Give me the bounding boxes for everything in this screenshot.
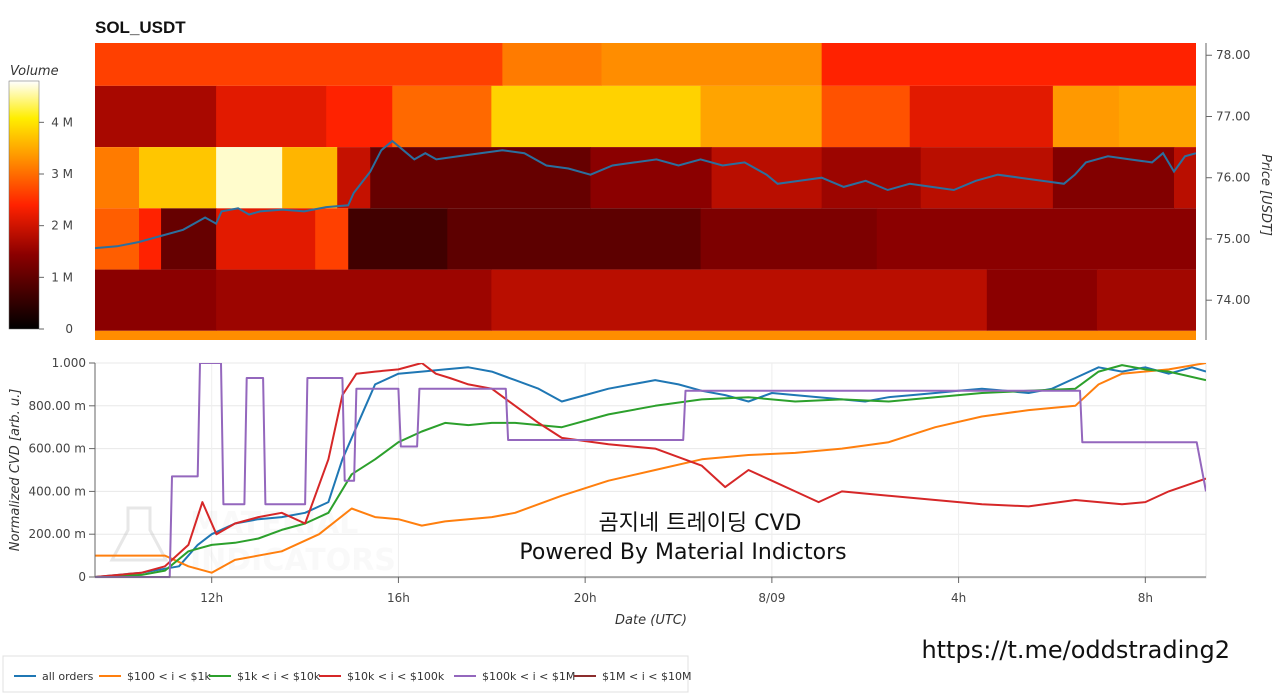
cvd-x-axis: 12h 16h 20h 8/09 4h 8h [95, 576, 1206, 605]
heatmap-cell [139, 147, 217, 209]
heatmap-cell [216, 147, 283, 209]
x-tick-label: 4h [951, 591, 966, 605]
heatmap-cell [95, 85, 217, 148]
heatmap-cell [95, 269, 217, 331]
price-tick-label: 77.00 [1216, 109, 1250, 123]
heatmap-cell [348, 208, 448, 270]
series-line [95, 363, 1206, 574]
y-tick-label: 1.000 [52, 356, 86, 370]
legend-item[interactable]: $10k < i < $100k [347, 670, 445, 683]
colorbar-tick-label: 1 M [51, 270, 73, 284]
price-axis-label: Price [USDT] [1258, 154, 1273, 236]
heatmap-cell [1096, 269, 1196, 331]
heatmap-cell [700, 208, 878, 270]
series-line [95, 363, 1206, 578]
flask-icon [109, 506, 169, 562]
colorbar-tick-label: 4 M [51, 115, 73, 129]
heatmap-cell [370, 147, 591, 209]
watermark-text-1: MATERIAL [190, 506, 358, 541]
legend-item[interactable]: all orders [42, 670, 94, 683]
heatmap-cell [95, 330, 1196, 340]
cvd-x-axis-label: Date (UTC) [615, 613, 687, 628]
y-tick-label: 400.00 m [29, 484, 87, 498]
heatmap-cell [282, 147, 338, 209]
x-tick-label: 8h [1138, 591, 1153, 605]
heatmap-cell [392, 85, 492, 148]
x-tick-label: 20h [574, 591, 597, 605]
colorbar-tick-label: 2 M [51, 219, 73, 233]
heatmap-cell [491, 85, 702, 148]
heatmap-cell [95, 147, 140, 209]
heatmap-cell [1052, 85, 1120, 148]
chart-title: SOL_USDT [95, 18, 186, 37]
legend-box [2, 655, 689, 693]
series-line [95, 363, 1206, 578]
series-line [95, 366, 1206, 578]
overlay-subtitle: Powered By Material Indictors [519, 540, 846, 565]
price-tick-label: 76.00 [1216, 171, 1250, 185]
heatmap-cell [909, 85, 1054, 148]
heatmap-cell [986, 269, 1098, 331]
y-tick-label: 200.00 m [29, 527, 87, 541]
x-tick-label: 16h [387, 591, 410, 605]
legend-item[interactable]: $1k < i < $10k [237, 670, 321, 683]
heatmap-cell [502, 43, 602, 86]
y-tick-label: 800.00 m [29, 399, 87, 413]
heatmap-cell [95, 208, 140, 270]
telegram-link[interactable]: https://t.me/oddstrading2 [921, 636, 1230, 664]
heatmap-cell [95, 43, 503, 86]
heatmap-cell [711, 147, 823, 209]
colorbar-tick-label: 3 M [51, 167, 73, 181]
heatmap-cell [161, 208, 217, 270]
price-axis: 74.00 75.00 76.00 77.00 78.00 [1205, 43, 1250, 340]
cvd-y-axis-label: Normalized CVD [arb. u.] [8, 389, 23, 552]
heatmap-cell [821, 43, 1196, 86]
heatmap-cell [216, 85, 327, 148]
heatmap-cell [821, 147, 922, 209]
legend: all orders $100 < i < $1k $1k < i < $10k $1… [14, 670, 691, 683]
price-tick-label: 75.00 [1216, 232, 1250, 246]
x-tick-label: 12h [200, 591, 223, 605]
colorbar-ticks: 0 1 M 2 M 3 M 4 M [39, 115, 73, 336]
heatmap [95, 43, 1196, 340]
price-tick-label: 78.00 [1216, 48, 1250, 62]
overlay-title: 곰지네 트레이딩 CVD [598, 511, 801, 536]
heatmap-cell [447, 208, 702, 270]
y-tick-label: 600.00 m [29, 442, 87, 456]
price-line [95, 139, 1196, 250]
heatmap-cell [1118, 85, 1196, 148]
x-tick-label: 8/09 [758, 591, 785, 605]
watermark-logo: MATERIAL INDICATORS [109, 506, 396, 578]
price-tick-label: 74.00 [1216, 293, 1250, 307]
cvd-series-lines [95, 363, 1206, 578]
watermark-text-2: INDICATORS [190, 543, 396, 578]
legend-item[interactable]: $100k < i < $1M [482, 670, 575, 683]
legend-item[interactable]: $1M < i < $10M [602, 670, 691, 683]
heatmap-cell [821, 85, 911, 148]
heatmap-cell [326, 85, 393, 148]
heatmap-cell [601, 43, 823, 86]
cvd-y-axis: 0 200.00 m 400.00 m 600.00 m 800.00 m 1.000 [29, 356, 96, 584]
colorbar-label: Volume [10, 64, 59, 79]
heatmap-cell [700, 85, 823, 148]
heatmap-cell [590, 147, 713, 209]
heatmap-cell [876, 208, 1196, 270]
colorbar-tick-label: 0 [65, 322, 73, 336]
colorbar [8, 80, 40, 330]
y-tick-label: 0 [78, 570, 86, 584]
heatmap-cell [216, 269, 492, 331]
heatmap-cell [315, 208, 349, 270]
heatmap-cell [491, 269, 988, 331]
legend-item[interactable]: $100 < i < $1k [127, 670, 211, 683]
heatmap-cell [216, 208, 316, 270]
